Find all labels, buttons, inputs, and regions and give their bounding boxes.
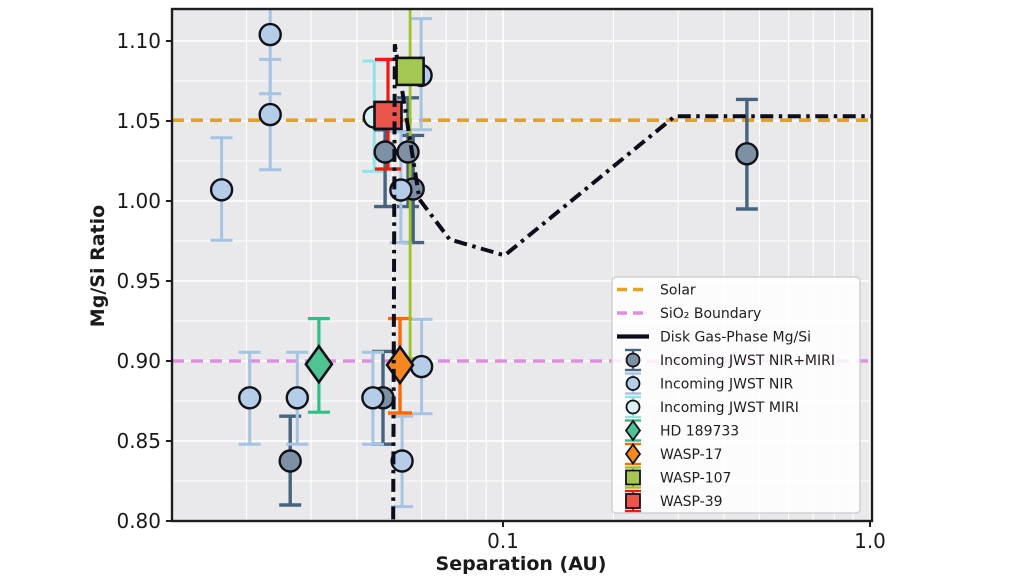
data-point bbox=[209, 178, 234, 202]
y-tick-label: 1.00 bbox=[116, 189, 161, 213]
legend-swatch-square bbox=[625, 493, 641, 509]
legend-label: WASP-39 bbox=[660, 494, 723, 510]
y-tick-label: 0.90 bbox=[116, 349, 161, 373]
y-tick-label: 0.95 bbox=[116, 269, 161, 293]
y-tick-label: 1.10 bbox=[116, 29, 161, 53]
y-tick-label: 0.80 bbox=[116, 509, 161, 533]
data-point bbox=[278, 449, 302, 473]
error-bars bbox=[210, 9, 433, 509]
legend-label: HD 189733 bbox=[660, 424, 739, 440]
plot-data bbox=[172, 9, 872, 520]
x-axis-title: Separation (AU) bbox=[436, 553, 607, 575]
y-axis-title: Mg/Si Ratio bbox=[87, 205, 109, 327]
x-tick-label: 0.1 bbox=[487, 529, 519, 553]
legend-label: Incoming JWST MIRI bbox=[660, 400, 799, 416]
axis-ticks bbox=[166, 40, 871, 527]
data-point bbox=[373, 100, 403, 131]
data-point bbox=[258, 102, 282, 127]
legend-item: WASP-107 bbox=[625, 466, 731, 489]
data-point bbox=[395, 56, 425, 87]
data-point bbox=[361, 386, 385, 410]
legend-label: WASP-107 bbox=[660, 471, 731, 487]
plot-layer: 0.1 1.0 0.80 0.85 0.90 0.95 1.00 1.05 1.10 bbox=[116, 7, 886, 553]
legend-item: Solar bbox=[617, 283, 696, 299]
legend-item: Incoming JWST NIR bbox=[625, 372, 793, 395]
legend-item: Disk Gas-Phase Mg/Si bbox=[617, 330, 811, 346]
legend-label: Solar bbox=[660, 283, 696, 299]
legend-box bbox=[611, 276, 861, 514]
legend-item: WASP-17 bbox=[624, 442, 723, 466]
data-point bbox=[258, 22, 282, 47]
y-tick-label: 0.85 bbox=[116, 429, 161, 453]
series-markers bbox=[395, 56, 425, 87]
y-tick-label: 1.05 bbox=[116, 109, 161, 133]
legend: Solar SiO₂ Boundary Disk Gas-Phase Mg/Si In… bbox=[611, 276, 861, 514]
data-point bbox=[409, 354, 434, 379]
disk-gas-phase-line bbox=[391, 43, 872, 520]
data-point bbox=[285, 386, 309, 410]
legend-swatch-diamond bbox=[624, 442, 642, 466]
legend-item: SiO₂ Boundary bbox=[617, 306, 761, 322]
legend-label: Disk Gas-Phase Mg/Si bbox=[660, 330, 811, 346]
legend-item: WASP-39 bbox=[625, 489, 723, 513]
legend-label: Incoming JWST NIR+MIRI bbox=[660, 353, 835, 369]
legend-item: HD 189733 bbox=[624, 419, 739, 442]
legend-label: SiO₂ Boundary bbox=[660, 306, 761, 322]
legend-label: Incoming JWST NIR bbox=[660, 377, 793, 393]
x-tick-label: 1.0 bbox=[854, 529, 886, 553]
legend-label: WASP-17 bbox=[660, 447, 723, 463]
legend-swatch-square bbox=[625, 469, 641, 486]
plot-border bbox=[170, 7, 874, 523]
data-point bbox=[735, 142, 759, 166]
legend-item: Incoming JWST NIR+MIRI bbox=[625, 348, 835, 372]
legend-swatch-circle bbox=[625, 352, 641, 368]
series-markers bbox=[304, 343, 334, 385]
legend-swatch-diamond bbox=[624, 419, 642, 442]
legend-item: Incoming JWST MIRI bbox=[625, 395, 799, 419]
legend-swatch-circle bbox=[625, 376, 641, 391]
data-point bbox=[396, 140, 420, 164]
data-point bbox=[304, 343, 334, 385]
series-markers bbox=[373, 100, 403, 131]
data-point bbox=[237, 386, 262, 410]
legend-swatch-circle bbox=[625, 399, 641, 415]
